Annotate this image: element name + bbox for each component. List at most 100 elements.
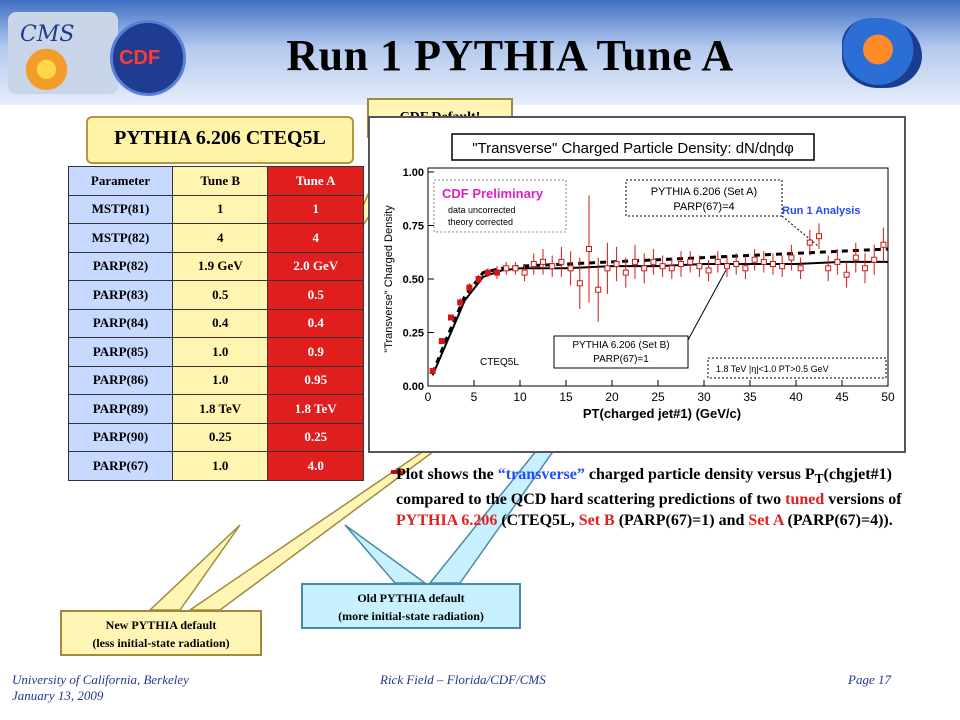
data-point (733, 261, 740, 268)
data-point (429, 368, 436, 375)
data-point (448, 314, 454, 321)
param-name: MSTP(81) (68, 194, 173, 224)
data-point (576, 280, 583, 287)
data-point (788, 254, 795, 261)
data-point (586, 246, 592, 253)
data-point (567, 265, 574, 272)
arrow-bullet-icon: ➡ (390, 464, 404, 481)
chart-title: "Transverse" Charged Particle Density: d… (472, 140, 794, 157)
data-point (806, 239, 813, 246)
desc-part: charged particle density versus P (584, 466, 815, 483)
desc-pythia: PYTHIA 6.206 (396, 512, 498, 530)
y-tick-label: 1.00 (403, 167, 424, 179)
cteq-label: CTEQ5L (480, 357, 519, 368)
legend-data-uncorrected: data uncorrected (448, 205, 516, 215)
tune-b-value: 0.5 (171, 280, 269, 310)
table-row: PARP(90) 0.25 0.25 (68, 422, 364, 452)
data-point (696, 263, 703, 270)
data-point (595, 286, 602, 293)
x-tick-label: 0 (425, 390, 432, 404)
data-point (521, 269, 528, 276)
data-point (558, 258, 565, 265)
y-tick-label: 0.75 (403, 221, 424, 233)
data-point (659, 263, 666, 270)
tune-a-value: 0.95 (267, 365, 364, 395)
old-default-line1: Old PYTHIA default (357, 591, 465, 605)
desc-tuned: tuned (785, 491, 825, 509)
tune-a-value: 0.5 (267, 280, 364, 310)
x-tick-label: 10 (513, 390, 527, 404)
y-tick-label: 0.00 (403, 381, 424, 393)
new-default-callout: New PYTHIA default (less initial-state r… (60, 610, 262, 656)
tune-b-value: 4 (171, 223, 269, 253)
data-point (816, 233, 822, 240)
cuts-box (707, 357, 887, 379)
x-tick-label: 40 (789, 390, 803, 404)
y-tick-label: 0.50 (403, 274, 424, 286)
tune-a-value: 0.25 (267, 422, 364, 452)
uf-logo (842, 18, 922, 88)
desc-part: Plot shows the (396, 466, 498, 483)
data-point (613, 261, 620, 268)
data-point (880, 241, 887, 248)
new-default-line1: New PYTHIA default (105, 618, 217, 632)
col-header-tune-a: Tune A (267, 166, 364, 196)
table-row: MSTP(81) 1 1 (68, 194, 364, 224)
tune-a-value: 0.4 (267, 308, 364, 338)
table-row: PARP(83) 0.5 0.5 (68, 280, 364, 310)
data-point (834, 258, 841, 265)
param-name: PARP(86) (68, 365, 173, 395)
data-point (760, 258, 767, 265)
data-point (843, 271, 850, 278)
cms-logo-text: CMS (20, 22, 75, 47)
x-tick-label: 25 (651, 390, 665, 404)
param-name: PARP(85) (68, 337, 173, 367)
data-point (512, 265, 519, 272)
data-point (724, 263, 730, 270)
table-row: PARP(82) 1.9 GeV 2.0 GeV (68, 251, 364, 281)
data-point (770, 261, 776, 268)
tune-b-value: 1.9 GeV (171, 251, 269, 281)
pythia-version-label: PYTHIA 6.206 CTEQ5L (114, 127, 326, 149)
tune-b-value: 1.0 (171, 365, 269, 395)
x-tick-label: 35 (743, 390, 757, 404)
data-point (457, 299, 464, 306)
tune-a-value: 2.0 GeV (267, 251, 364, 281)
tune-a-value: 1 (267, 194, 364, 224)
param-name: PARP(83) (68, 280, 173, 310)
set-b-label: PYTHIA 6.206 (Set B) (572, 340, 669, 351)
data-point (530, 261, 537, 268)
cuts-label: 1.8 TeV |η|<1.0 PT>0.5 GeV (716, 364, 829, 374)
data-point (779, 263, 786, 270)
data-point (687, 258, 694, 265)
set-a-curve (431, 247, 889, 374)
new-default-line2: (less initial-state radiation) (92, 636, 230, 650)
table-row: PARP(67) 1.0 4.0 (68, 451, 364, 481)
old-default-line2: (more initial-state radiation) (338, 609, 484, 623)
param-name: PARP(89) (68, 394, 173, 424)
param-name: PARP(67) (68, 451, 173, 481)
tune-b-value: 1.0 (171, 337, 269, 367)
table-row: PARP(89) 1.8 TeV 1.8 TeV (68, 394, 364, 424)
tune-b-value: 1.0 (171, 451, 269, 481)
data-point (705, 267, 712, 274)
table-row: PARP(86) 1.0 0.95 (68, 365, 364, 395)
tune-a-value: 1.8 TeV (267, 394, 364, 424)
desc-set-b: Set B (578, 512, 615, 530)
footer-author: Rick Field – Florida/CDF/CMS (380, 672, 546, 687)
tune-b-value: 1 (171, 194, 269, 224)
chart-title-box (451, 133, 815, 161)
y-axis-label: "Transverse" Charged Density (383, 205, 395, 353)
data-point (641, 265, 648, 272)
set-b-parp: PARP(67)=1 (593, 354, 649, 365)
x-tick-label: 5 (471, 390, 478, 404)
desc-part: (chgjet#1) compared to the QCD hard scat… (396, 466, 892, 509)
tune-parameter-table: Parameter Tune B Tune A MSTP(81) 1 1 MSTP(… (68, 166, 364, 481)
desc-part: (PARP(67)=4)). (783, 512, 893, 530)
cdf-logo: CDF (110, 20, 186, 96)
data-point (751, 256, 758, 263)
table-row: PARP(85) 1.0 0.9 (68, 337, 364, 367)
legend-theory-corrected: theory corrected (448, 217, 513, 227)
old-default-callout: Old PYTHIA default (more initial-state r… (301, 583, 521, 629)
param-name: PARP(90) (68, 422, 173, 452)
